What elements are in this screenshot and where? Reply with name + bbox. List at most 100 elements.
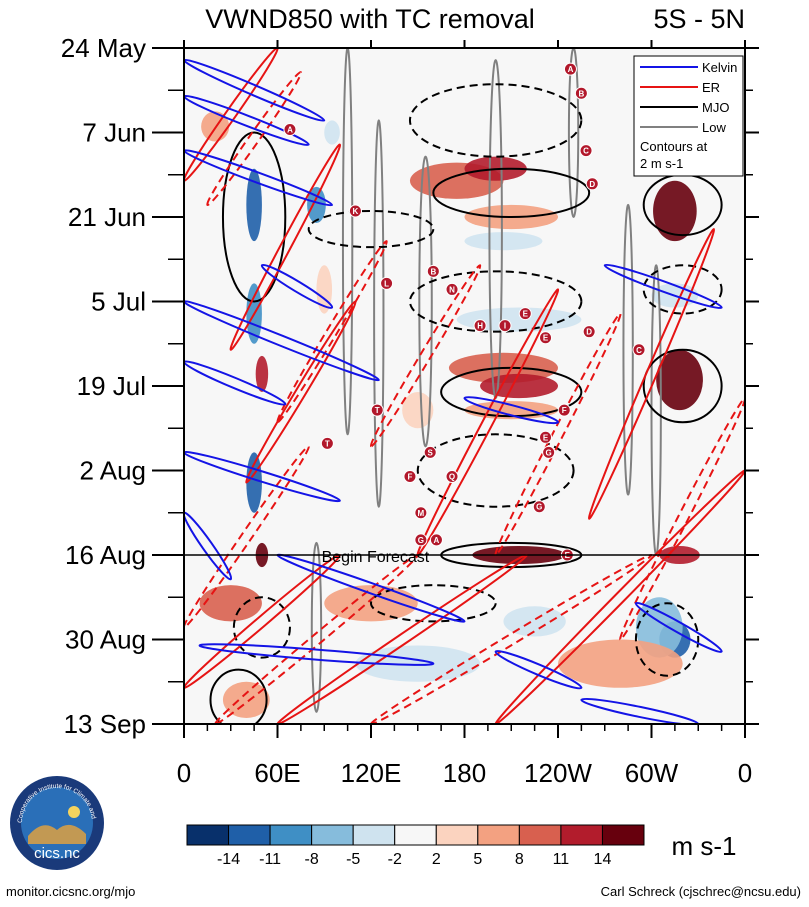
storm-marker: F (403, 470, 417, 484)
storm-marker-symbol (563, 62, 577, 76)
storm-marker-symbol (414, 506, 428, 520)
storm-marker-symbol (579, 144, 593, 158)
colorbar-swatch (601, 824, 645, 846)
x-tick-label: 0 (177, 758, 191, 788)
storm-marker-label: A (287, 125, 293, 134)
storm-marker-label: H (477, 322, 483, 331)
colorbar-label: -14 (217, 851, 240, 868)
storm-marker-symbol (426, 264, 440, 278)
x-tick-label: 60E (254, 758, 300, 788)
anomaly-cell (480, 373, 558, 399)
storm-marker-symbol (539, 331, 553, 345)
storm-marker-label: E (543, 433, 549, 442)
y-tick-label: 16 Aug (65, 540, 146, 570)
storm-marker-symbol (283, 122, 297, 136)
storm-marker-label: Q (449, 473, 455, 482)
low-contour (310, 541, 323, 713)
storm-marker-symbol (585, 177, 599, 191)
storm-marker-symbol (532, 500, 546, 514)
anomaly-cell (558, 639, 683, 688)
storm-marker: G (542, 445, 556, 459)
legend-label-kelvin: Kelvin (702, 60, 737, 75)
storm-marker-symbol (574, 86, 588, 100)
storm-marker-symbol (445, 470, 459, 484)
cics-logo: Cooperative Institute for Climate and Sa… (8, 774, 104, 870)
storm-marker-label: L (384, 279, 389, 288)
er-contour (369, 264, 482, 448)
mjo-contour-negative (408, 83, 583, 158)
colorbar-swatch (560, 824, 603, 846)
storm-marker-symbol (445, 282, 459, 296)
anomaly-cell (246, 452, 262, 513)
storm-marker: A (283, 122, 297, 136)
kelvin-contour (184, 450, 341, 503)
low-contour (567, 48, 580, 218)
colorbar-swatch (311, 824, 354, 846)
colorbar-swatch (518, 824, 562, 846)
storm-marker-symbol (473, 319, 487, 333)
colorbar-label: -2 (388, 851, 402, 868)
low-contour (373, 119, 385, 508)
kelvin-contour (603, 263, 723, 310)
er-contour (184, 445, 310, 629)
storm-marker-label: A (434, 536, 440, 545)
storm-marker: I (498, 319, 512, 333)
storm-markers: ABCDAKBLNEHIDECFTTESGFQMGGAE (283, 62, 646, 562)
storm-marker: C (632, 343, 646, 357)
mjo-contour-negative (634, 602, 700, 677)
colorbar-swatch (352, 824, 396, 846)
kelvin-contour (260, 263, 334, 309)
y-tick-label: 21 Jun (68, 202, 146, 232)
storm-marker-label: B (430, 267, 436, 276)
colorbar-label: -11 (259, 851, 281, 868)
mjo-contour (221, 131, 287, 303)
storm-marker-label: E (523, 310, 529, 319)
legend-box (633, 55, 744, 177)
colorbar-swatch (435, 824, 479, 846)
mjo-contour-negative (408, 270, 583, 333)
storm-marker-symbol (557, 403, 571, 417)
kelvin-contour (198, 643, 435, 666)
colorbar-swatch (394, 824, 437, 846)
colorbar-label: 2 (432, 851, 441, 868)
storm-marker: D (582, 325, 596, 339)
storm-marker-label: N (449, 285, 455, 294)
storm-marker-label: T (325, 439, 330, 448)
er-contour (587, 228, 716, 520)
legend-note-1: Contours at (640, 139, 708, 154)
legend: Kelvin ER MJO Low Contours at 2 m s-1 (633, 55, 744, 177)
mjo-contour (209, 668, 268, 724)
kelvin-contour (463, 396, 560, 425)
x-tick-label: 120W (524, 758, 592, 788)
storm-marker-symbol (403, 470, 417, 484)
storm-marker-label: E (543, 334, 549, 343)
legend-label-mjo: MJO (702, 100, 729, 115)
storm-marker: N (445, 282, 459, 296)
kelvin-contour (494, 649, 583, 690)
mjo-contour-negative (307, 209, 435, 249)
storm-marker: A (563, 62, 577, 76)
footer-credit: Carl Schreck (cjschrec@ncsu.edu) (600, 884, 801, 899)
er-contour (619, 397, 745, 641)
storm-marker: Q (445, 470, 459, 484)
y-tick-label: 2 Aug (79, 456, 146, 486)
storm-marker: E (539, 430, 553, 444)
storm-marker: K (348, 204, 362, 218)
storm-marker-symbol (518, 307, 532, 321)
anomaly-cell (255, 355, 269, 393)
chart-region: 5S - 5N (653, 4, 745, 34)
storm-marker-symbol (542, 445, 556, 459)
storm-marker-label: G (536, 503, 542, 512)
storm-marker-label: G (546, 448, 552, 457)
colorbar-swatch (269, 824, 313, 846)
storm-marker-label: F (562, 406, 567, 415)
er-contour (229, 143, 342, 351)
storm-marker-label: I (504, 322, 506, 331)
storm-marker-symbol (539, 430, 553, 444)
storm-marker-label: M (418, 509, 425, 518)
storm-marker-symbol (582, 325, 596, 339)
y-tick-label: 19 Jul (77, 371, 146, 401)
storm-marker: G (532, 500, 546, 514)
storm-marker-symbol (348, 204, 362, 218)
y-tick-label: 7 Jun (82, 118, 146, 148)
